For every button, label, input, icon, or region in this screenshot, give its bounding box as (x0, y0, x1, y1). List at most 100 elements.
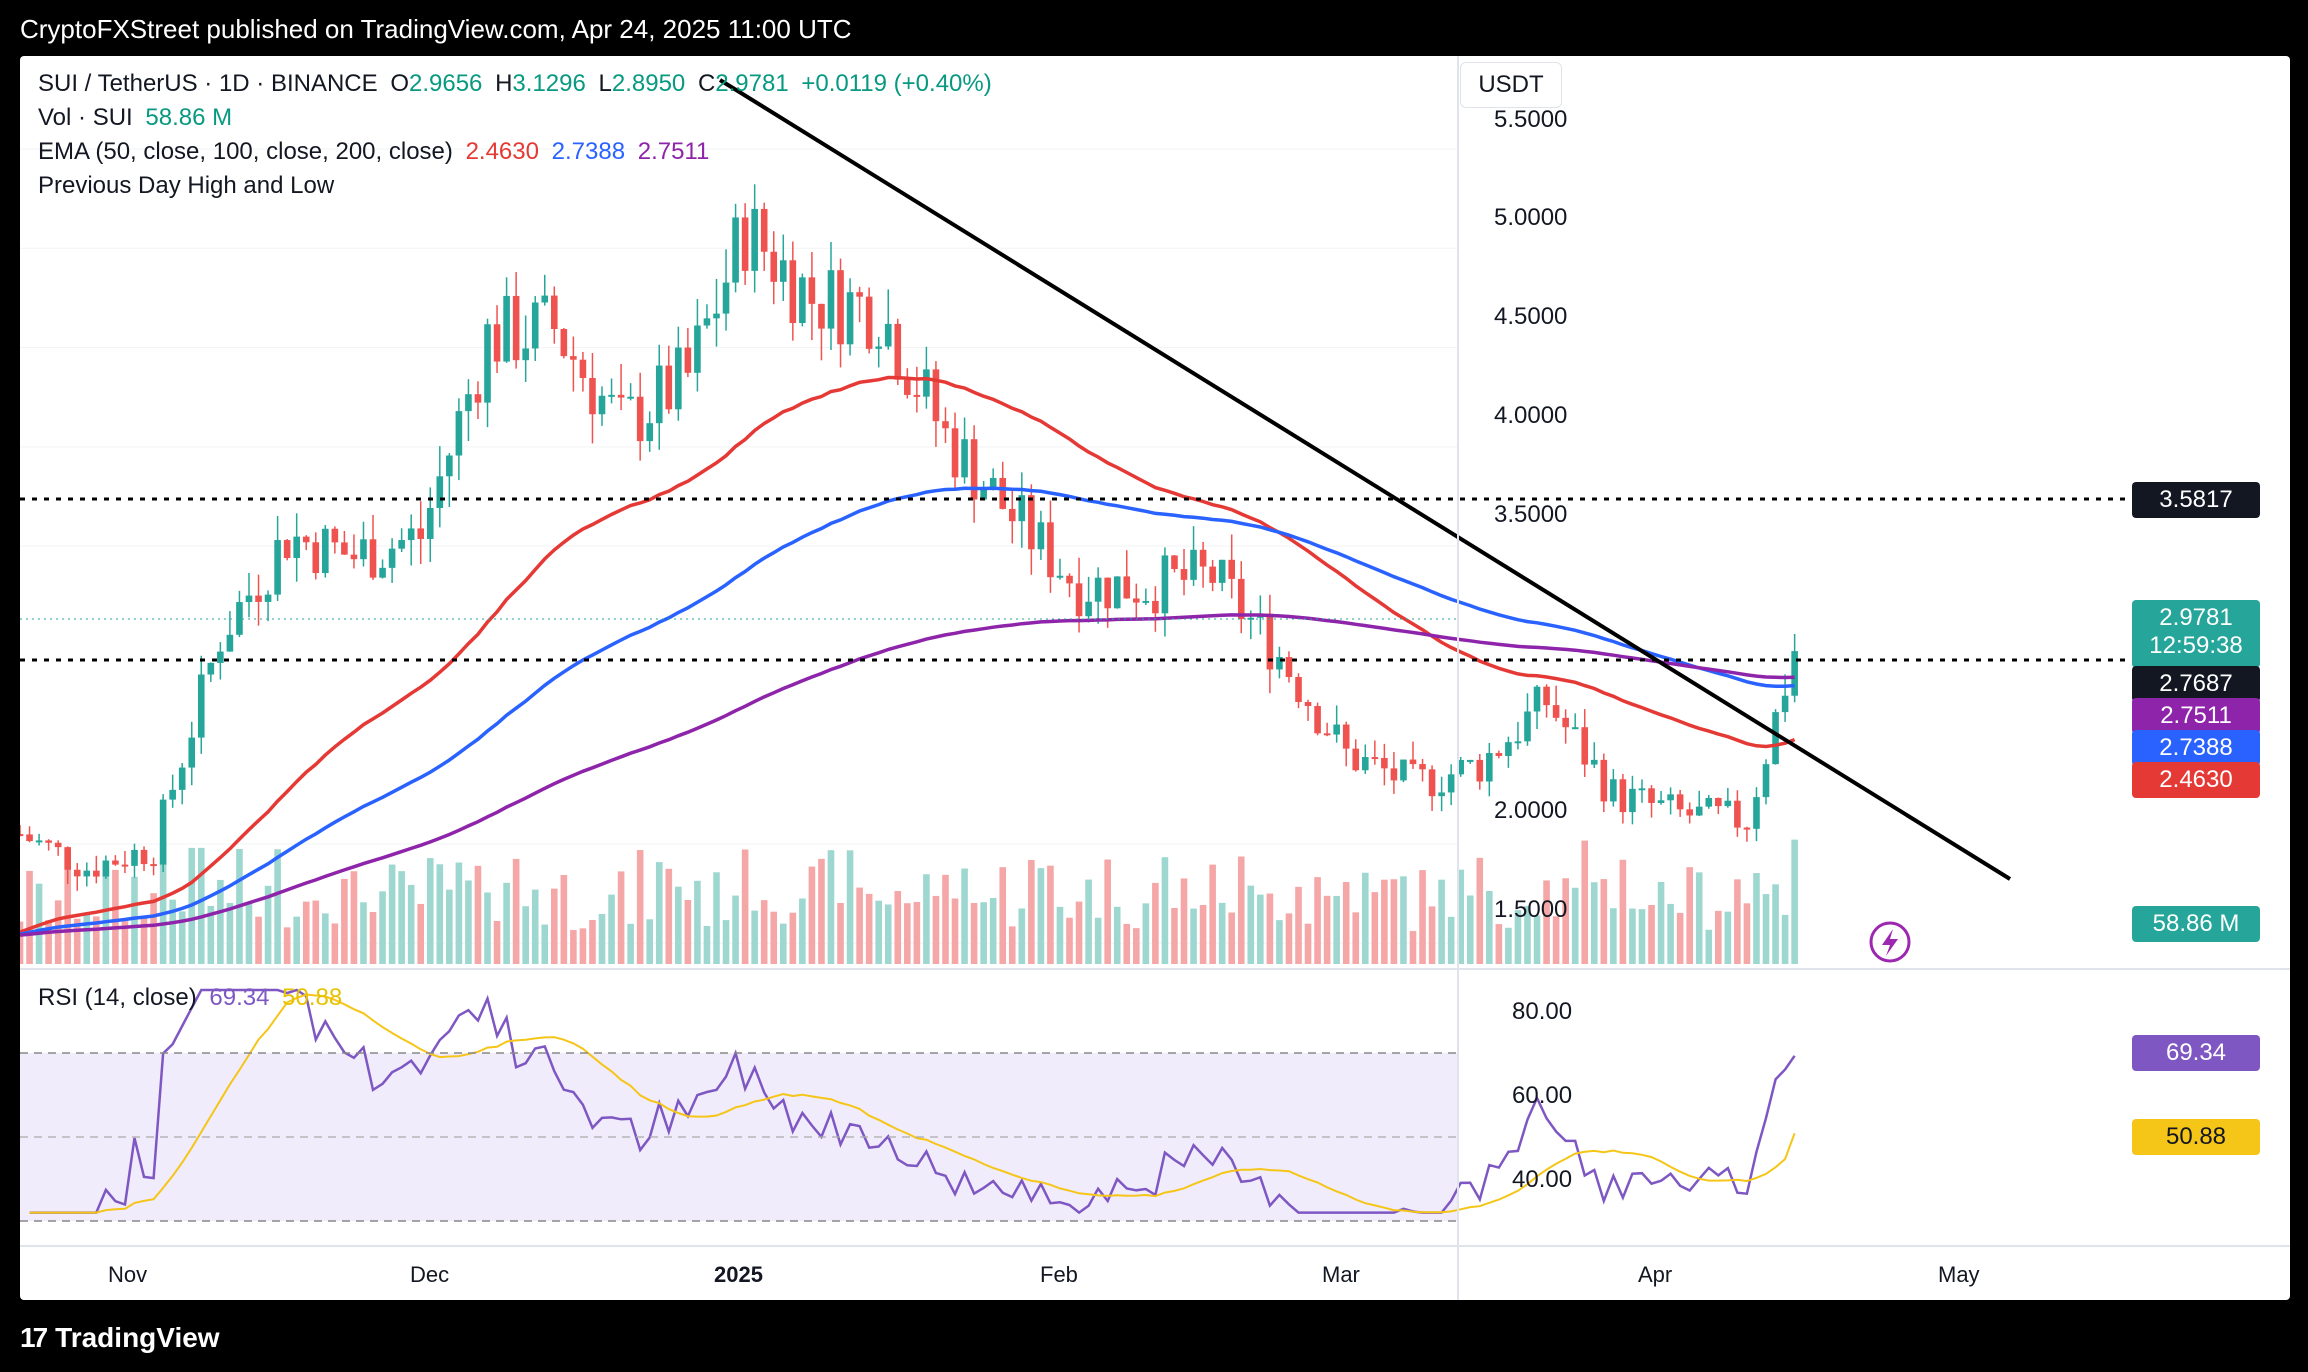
candle-body (1371, 757, 1379, 760)
volume-bar (1381, 879, 1388, 964)
chart-area[interactable]: SUI / TetherUS · 1D · BINANCE O2.9656 H3… (20, 56, 2290, 1300)
candle-body (73, 869, 81, 877)
volume-bar (1209, 864, 1216, 964)
candle-body (26, 834, 33, 842)
descending-trendline[interactable] (718, 78, 2012, 881)
currency-selector[interactable]: USDT (1460, 62, 1562, 108)
publisher-text: CryptoFXStreet published on TradingView.… (20, 14, 852, 44)
legend-ema50: 2.4630 (465, 138, 539, 165)
candle-body (417, 528, 425, 539)
time-label: Feb (1040, 1262, 1078, 1287)
tradingview-logo-icon: 17 (20, 1322, 48, 1353)
volume-bar (1476, 857, 1484, 964)
candle-body (1171, 555, 1178, 570)
legend-pdhl-label[interactable]: Previous Day High and Low (38, 172, 335, 199)
candle-body (369, 539, 377, 578)
candle-body (1218, 559, 1226, 583)
candle-body (1180, 569, 1188, 580)
volume-bar (1037, 868, 1045, 964)
candle-body (1304, 702, 1312, 707)
candle-body (980, 489, 987, 500)
legend-ema200: 2.7511 (637, 138, 710, 165)
legend-volume-label[interactable]: Vol · SUI (38, 104, 133, 131)
legend-l-label: L (598, 70, 612, 97)
candle-body (837, 270, 844, 345)
volume-tag: 58.86 M (2132, 906, 2260, 942)
volume-bar (1447, 916, 1455, 964)
publisher-header: CryptoFXStreet published on TradingView.… (0, 0, 2308, 56)
candle-body (197, 674, 205, 738)
volume-bar (207, 905, 215, 964)
candle-body (1772, 712, 1779, 765)
legend-rsi-ma-value: 50.88 (282, 984, 343, 1011)
candle-body (598, 395, 606, 415)
rsi-tick: 60.00 (1512, 1082, 1573, 1109)
candle-body (608, 394, 615, 397)
volume-bar (426, 858, 434, 964)
candle-body (646, 423, 654, 442)
volume-bar (350, 871, 358, 964)
candle-body (1781, 695, 1789, 713)
volume-bar (197, 847, 205, 964)
volume-bar (178, 911, 186, 964)
volume-bar (26, 870, 33, 964)
volume-bar (217, 879, 224, 964)
candle-body (1686, 809, 1693, 816)
price-tick: 2.0000 (1494, 797, 1568, 824)
tradingview-logo[interactable]: 17 TradingView (20, 1322, 220, 1354)
volume-bar (1285, 913, 1293, 964)
volume-bar (522, 906, 529, 964)
volume-bar (1457, 869, 1465, 964)
legend-low: 2.8950 (611, 70, 686, 97)
candle-body (1381, 757, 1388, 769)
volume-bar (1028, 859, 1035, 964)
flash-bolt-icon (1882, 929, 1898, 956)
volume-bar (360, 902, 367, 964)
legend-high: 3.1296 (512, 70, 586, 97)
volume-bar (1190, 908, 1197, 964)
candle-body (1037, 522, 1045, 550)
volume-bar (1237, 856, 1245, 964)
chart-canvas[interactable] (20, 56, 2290, 1300)
legend-o-label: O (390, 70, 409, 97)
volume-bar (722, 920, 730, 964)
volume-bar (1400, 876, 1407, 964)
volume-bar (112, 869, 119, 964)
volume-bar (1295, 886, 1302, 964)
volume-bar (1342, 882, 1350, 964)
candle-body (112, 860, 119, 865)
legend-pdhl-row: Previous Day High and Low (38, 172, 340, 200)
volume-bar (1276, 920, 1283, 964)
candle-body (331, 528, 339, 543)
candle-body (1753, 797, 1760, 829)
candle-body (45, 840, 52, 843)
volume-bar (1619, 859, 1627, 964)
candle-body (1619, 779, 1627, 813)
volume-bar (1724, 911, 1732, 964)
candle-body (675, 347, 682, 410)
candle-body (970, 439, 978, 500)
volume-bar (20, 921, 24, 964)
candle-body (541, 295, 549, 303)
legend-symbol[interactable]: SUI / TetherUS · 1D · BINANCE (38, 70, 378, 97)
candle-body (694, 325, 701, 373)
legend-ema-label[interactable]: EMA (50, close, 100, close, 200, close) (38, 138, 453, 165)
candle-body (655, 365, 663, 424)
volume-bar (980, 902, 987, 964)
volume-bar (1562, 878, 1569, 964)
volume-bar (1218, 902, 1226, 964)
volume-bar (1304, 923, 1312, 964)
volume-bar (1657, 881, 1665, 964)
volume-bar (665, 868, 673, 964)
legend-rsi-label[interactable]: RSI (14, close) (38, 984, 197, 1011)
candle-body (1762, 764, 1770, 798)
candle-body (102, 860, 110, 877)
candle-body (875, 346, 882, 349)
volume-bar (1610, 908, 1617, 964)
candle-body (951, 428, 959, 478)
candle-body (799, 277, 806, 324)
candle-body (1190, 549, 1197, 580)
candle-body (1543, 686, 1550, 706)
candle-body (93, 870, 100, 877)
candle-body (999, 477, 1007, 509)
